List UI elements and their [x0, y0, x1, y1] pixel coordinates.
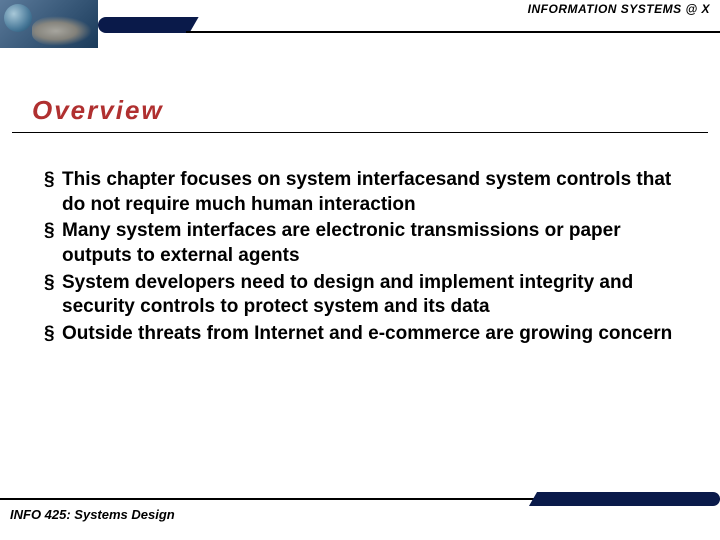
header-bar [98, 17, 720, 33]
bullet-text: System developers need to design and imp… [62, 271, 680, 320]
bullet-text: Many system interfaces are electronic tr… [62, 219, 680, 268]
title-underline [12, 132, 708, 133]
slide-header: INFORMATION SYSTEMS @ X [0, 0, 720, 48]
bullet-item: § Outside threats from Internet and e-co… [44, 322, 680, 347]
bullet-marker-icon: § [44, 219, 62, 244]
bullet-text: Outside threats from Internet and e-comm… [62, 322, 680, 347]
bullet-marker-icon: § [44, 168, 62, 193]
header-rule [186, 31, 720, 33]
logo-image [0, 0, 98, 48]
bullet-marker-icon: § [44, 322, 62, 347]
bullet-marker-icon: § [44, 271, 62, 296]
bullet-item: § Many system interfaces are electronic … [44, 219, 680, 268]
slide-footer: INFO 425: Systems Design [0, 498, 720, 526]
header-brand-text: INFORMATION SYSTEMS @ X [528, 2, 710, 16]
footer-accent-bar [540, 492, 720, 506]
slide-body: § This chapter focuses on system interfa… [44, 168, 680, 349]
bullet-text: This chapter focuses on system interface… [62, 168, 680, 217]
header-accent-bar [98, 17, 186, 33]
bullet-item: § This chapter focuses on system interfa… [44, 168, 680, 217]
slide-title: Overview [32, 95, 164, 126]
bullet-item: § System developers need to design and i… [44, 271, 680, 320]
footer-course-text: INFO 425: Systems Design [10, 507, 175, 522]
